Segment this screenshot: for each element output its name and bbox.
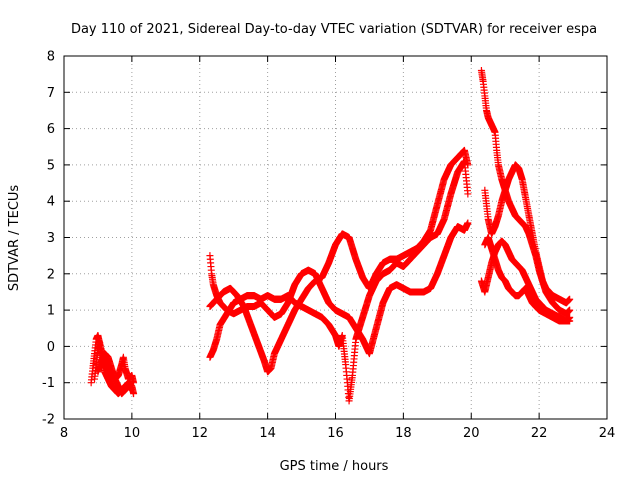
x-tick-label: 8 — [60, 426, 68, 441]
y-tick-label: 6 — [47, 122, 55, 137]
chart-title: Day 110 of 2021, Sidereal Day-to-day VTE… — [71, 22, 597, 37]
data-point — [130, 379, 138, 387]
x-tick-label: 16 — [327, 426, 344, 441]
x-axis-label: GPS time / hours — [280, 459, 389, 474]
x-tick-label: 14 — [259, 426, 276, 441]
grid-lines — [64, 56, 607, 419]
x-tick-label: 24 — [599, 426, 616, 441]
y-tick-label: 0 — [47, 340, 55, 355]
data-point — [130, 390, 138, 398]
y-tick-label: 8 — [47, 50, 55, 65]
data-point — [464, 219, 472, 227]
x-tick-label: 10 — [124, 426, 141, 441]
y-tick-label: 2 — [47, 267, 55, 282]
axis-ticks — [63, 55, 608, 420]
data-point — [566, 295, 574, 303]
y-tick-label: -1 — [42, 376, 55, 391]
data-point — [464, 190, 472, 198]
data-points — [87, 67, 574, 405]
y-tick-label: 1 — [47, 304, 55, 319]
x-tick-label: 18 — [395, 426, 412, 441]
y-axis-label: SDTVAR / TECUs — [7, 185, 22, 292]
data-point — [566, 306, 574, 314]
y-tick-label: 7 — [47, 86, 55, 101]
data-point — [128, 386, 136, 394]
x-tick-label: 12 — [191, 426, 208, 441]
data-point — [566, 313, 574, 321]
y-tick-label: 3 — [47, 231, 55, 246]
x-tick-label: 22 — [531, 426, 548, 441]
y-tick-label: 4 — [47, 195, 55, 210]
x-tick-label: 20 — [463, 426, 480, 441]
y-tick-label: 5 — [47, 158, 55, 173]
y-tick-label: -2 — [42, 413, 55, 428]
